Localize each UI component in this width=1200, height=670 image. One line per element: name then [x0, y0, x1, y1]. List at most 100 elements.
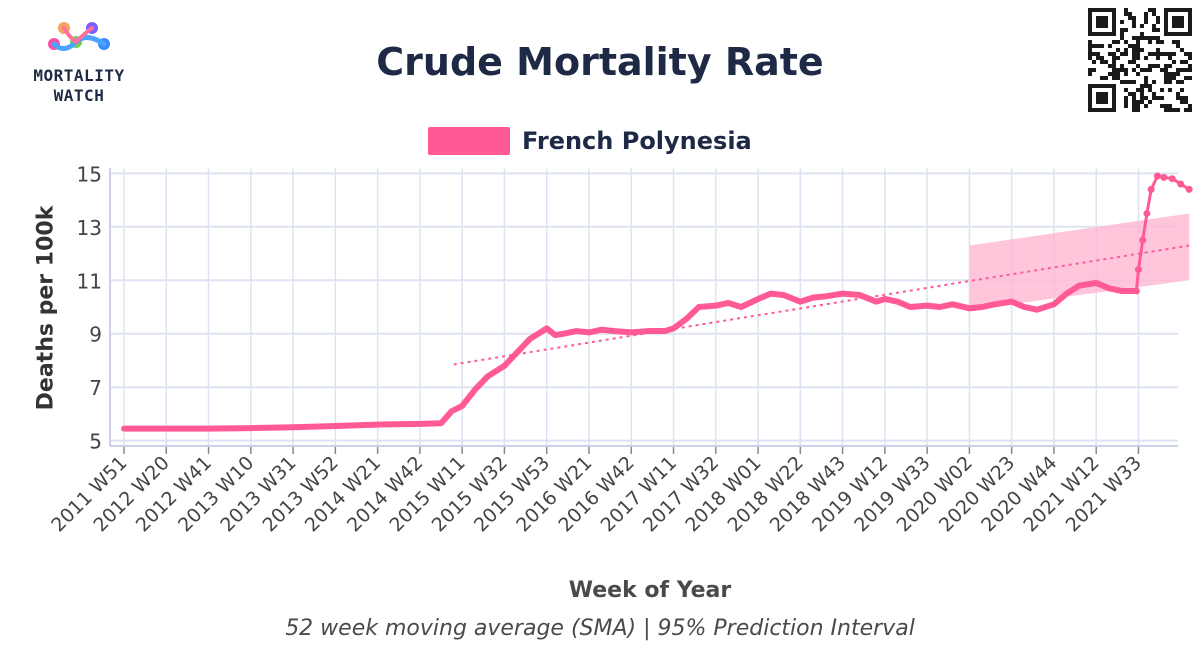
prediction-interval-band [969, 213, 1190, 310]
series-line-forecast [1134, 174, 1191, 293]
qr-module [1160, 52, 1164, 56]
qr-module [1120, 32, 1124, 36]
qr-module [1128, 44, 1132, 48]
qr-module [1132, 68, 1136, 72]
logo-mark-icon [48, 22, 110, 51]
qr-module [1152, 80, 1156, 84]
qr-module [1088, 68, 1092, 72]
qr-module [1144, 16, 1148, 20]
qr-module [1128, 80, 1132, 84]
x-axis-label: Week of Year [568, 578, 732, 603]
y-tick-label: 11 [77, 269, 102, 293]
qr-module [1144, 76, 1148, 80]
qr-module [1188, 68, 1192, 72]
y-tick-label: 7 [89, 376, 102, 400]
qr-module [1136, 108, 1140, 112]
qr-module [1164, 52, 1168, 56]
qr-module [1140, 24, 1144, 28]
y-tick-label: 15 [77, 162, 102, 186]
qr-module [1136, 88, 1140, 92]
qr-module [1132, 20, 1136, 24]
qr-module [1152, 8, 1156, 12]
qr-module [1108, 44, 1112, 48]
qr-module [1092, 60, 1096, 64]
brand-line1: MORTALITY [33, 66, 125, 85]
qr-module [1124, 48, 1128, 52]
qr-module [1184, 52, 1188, 56]
qr-module [1168, 64, 1172, 68]
qr-module [1128, 92, 1132, 96]
qr-module [1152, 28, 1156, 32]
qr-module [1096, 16, 1108, 28]
qr-module [1164, 64, 1168, 68]
qr-module [1096, 52, 1100, 56]
qr-module [1132, 104, 1136, 108]
qr-module [1132, 16, 1136, 20]
qr-module [1156, 48, 1160, 52]
qr-module [1188, 76, 1192, 80]
chart-title: Crude Mortality Rate [376, 40, 824, 84]
qr-module [1112, 72, 1116, 76]
qr-module [1176, 80, 1180, 84]
qr-module [1168, 72, 1172, 76]
qr-module [1188, 108, 1192, 112]
y-tick-label: 5 [89, 430, 102, 454]
qr-module [1124, 72, 1128, 76]
qr-module [1100, 44, 1104, 48]
qr-module [1148, 40, 1152, 44]
qr-module [1172, 108, 1176, 112]
qr-module [1096, 56, 1100, 60]
qr-module [1172, 16, 1184, 28]
qr-module [1188, 56, 1192, 60]
series-point [1168, 175, 1176, 183]
qr-module [1144, 20, 1148, 24]
qr-module [1124, 28, 1128, 32]
trend-line [453, 244, 1190, 366]
qr-module [1156, 28, 1160, 32]
qr-module [1184, 100, 1188, 104]
qr-module [1088, 48, 1092, 52]
qr-module [1184, 76, 1188, 80]
qr-module [1156, 52, 1160, 56]
qr-module [1164, 76, 1168, 80]
qr-module [1144, 56, 1148, 60]
qr-module [1172, 76, 1176, 80]
y-tick-label: 9 [89, 323, 102, 347]
qr-module [1152, 24, 1156, 28]
qr-module [1104, 60, 1108, 64]
qr-module [1168, 52, 1172, 56]
qr-module [1188, 64, 1192, 68]
qr-module [1092, 68, 1096, 72]
legend-label: French Polynesia [522, 127, 752, 155]
qr-module [1152, 52, 1156, 56]
qr-module [1144, 80, 1148, 84]
qr-module [1176, 92, 1180, 96]
chart-caption: 52 week moving average (SMA) | 95% Predi… [285, 616, 915, 641]
legend-swatch [428, 127, 510, 155]
qr-module [1180, 88, 1184, 92]
qr-module [1148, 52, 1152, 56]
qr-module [1156, 40, 1160, 44]
qr-module [1156, 64, 1160, 68]
qr-module [1120, 80, 1124, 84]
qr-module [1136, 100, 1140, 104]
qr-module [1120, 20, 1124, 24]
qr-module [1180, 60, 1184, 64]
qr-module [1140, 48, 1144, 52]
qr-module [1156, 20, 1160, 24]
series-point [1177, 180, 1185, 188]
qr-module [1128, 12, 1132, 16]
series-point [1134, 266, 1142, 274]
qr-module [1112, 60, 1116, 64]
qr-module [1160, 88, 1164, 92]
qr-module [1140, 92, 1144, 96]
qr-module [1140, 96, 1144, 100]
qr-module [1108, 52, 1112, 56]
qr-module [1172, 40, 1176, 44]
qr-module [1116, 40, 1120, 44]
qr-module [1160, 68, 1164, 72]
series-point [1147, 185, 1155, 193]
qr-module [1148, 68, 1152, 72]
qr-module [1100, 60, 1104, 64]
